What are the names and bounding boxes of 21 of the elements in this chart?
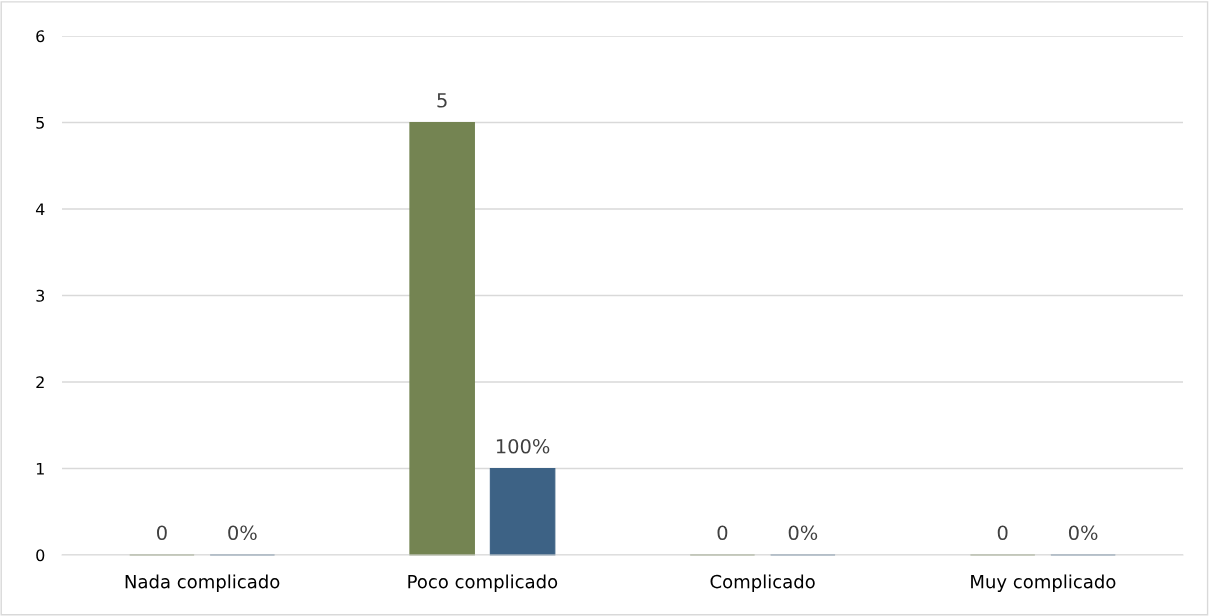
data-label: 0%: [228, 525, 257, 541]
data-label: 0: [717, 525, 728, 541]
y-tick-label: 6: [36, 30, 45, 43]
data-label: 0%: [788, 525, 818, 541]
data-label: 100%: [496, 438, 550, 454]
y-tick-label: 1: [36, 462, 44, 475]
bar: [489, 467, 556, 556]
x-tick-label: Complicado: [710, 574, 815, 592]
bar: [409, 121, 475, 556]
x-tick-label: Poco complicado: [408, 574, 558, 592]
y-tick-label: 0: [36, 549, 45, 562]
data-label: 0: [997, 525, 1008, 541]
data-label: 5: [437, 93, 447, 108]
x-tick-label: Muy complicado: [971, 574, 1116, 592]
y-tick-label: 2: [36, 376, 44, 389]
y-tick-label: 4: [35, 203, 45, 216]
y-tick-label: 5: [36, 116, 44, 129]
x-tick-label: Nada complicado: [125, 574, 280, 592]
data-label: 0%: [1068, 525, 1098, 541]
y-tick-label: 3: [36, 289, 45, 302]
data-label: 0: [157, 525, 167, 541]
